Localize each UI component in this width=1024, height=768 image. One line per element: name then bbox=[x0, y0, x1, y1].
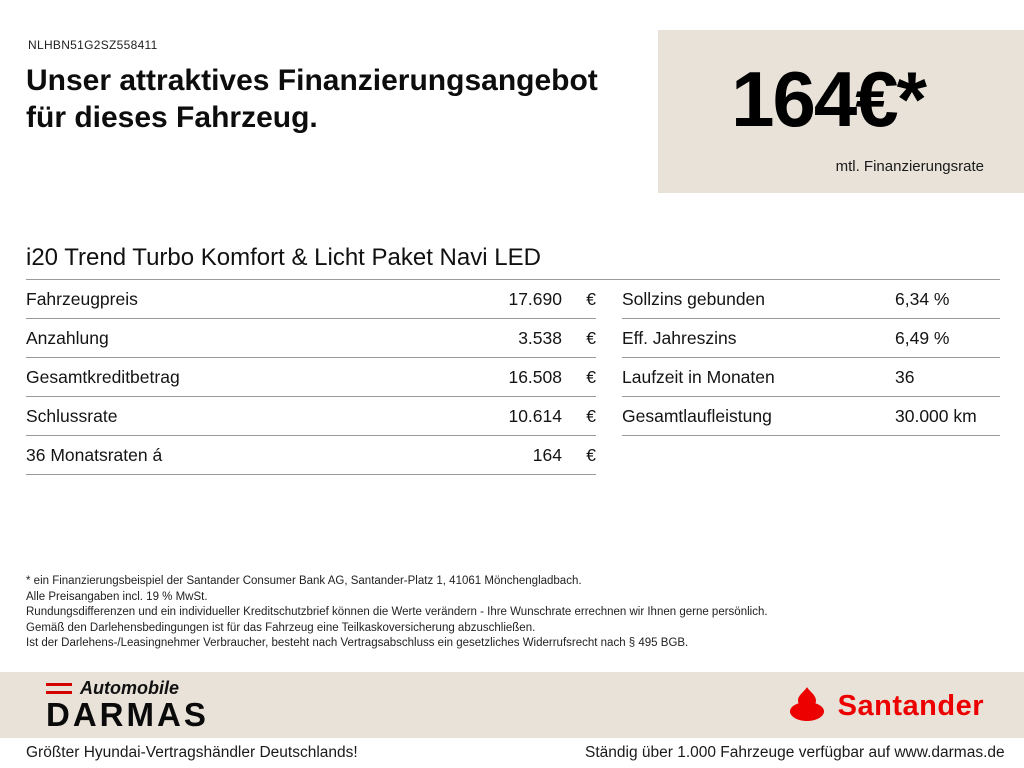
fine-print-line: Alle Preisangaben incl. 19 % MwSt. bbox=[26, 590, 208, 603]
fine-print-line: * ein Finanzierungsbeispiel der Santande… bbox=[26, 575, 582, 587]
santander-logo-wordmark: Santander bbox=[837, 690, 984, 722]
fine-print-line: Ist der Darlehens-/Leasingnehmer Verbrau… bbox=[26, 637, 689, 649]
page-title: Unser attraktives Finanzierungsangebot f… bbox=[26, 62, 598, 136]
table-row: Sollzins gebunden 6,34 % bbox=[622, 280, 1000, 319]
fine-print-line: Gemäß den Darlehensbedingungen ist für d… bbox=[26, 621, 536, 634]
row-value: 3.538 bbox=[518, 327, 562, 348]
row-label: Gesamtkreditbetrag bbox=[26, 366, 180, 387]
vin-number: NLHBN51G2SZ558411 bbox=[28, 38, 158, 52]
finance-table-left: Fahrzeugpreis 17.690 € Anzahlung 3.538 €… bbox=[26, 280, 596, 475]
row-value: 6,34 % bbox=[895, 288, 950, 309]
footer-band: Automobile DARMAS Santander bbox=[0, 672, 1024, 738]
santander-flame-icon bbox=[786, 687, 828, 726]
table-row: Gesamtlaufleistung 30.000 km bbox=[622, 397, 1000, 436]
row-unit: € bbox=[586, 405, 596, 426]
table-row: Schlussrate 10.614 € bbox=[26, 397, 596, 436]
monthly-rate-caption: mtl. Finanzierungsrate bbox=[835, 158, 984, 175]
row-value: 36 bbox=[895, 366, 915, 387]
row-value: 17.690 bbox=[508, 288, 562, 309]
row-value: 6,49 % bbox=[895, 327, 950, 348]
table-row: Anzahlung 3.538 € bbox=[26, 319, 596, 358]
row-label: 36 Monatsraten á bbox=[26, 444, 163, 465]
row-unit: € bbox=[586, 444, 596, 465]
row-value: 30.000 km bbox=[895, 405, 977, 426]
darmas-logo-wordmark: DARMAS bbox=[46, 696, 209, 733]
finance-table-right: Sollzins gebunden 6,34 % Eff. Jahreszins… bbox=[622, 280, 1000, 436]
row-label: Schlussrate bbox=[26, 405, 118, 426]
row-label: Sollzins gebunden bbox=[622, 288, 766, 309]
monthly-rate-value: 164€* bbox=[731, 55, 927, 143]
title-divider bbox=[26, 279, 1000, 280]
row-label: Eff. Jahreszins bbox=[622, 327, 737, 348]
headline-line1: Unser attraktives Finanzierungsangebot bbox=[26, 64, 598, 97]
table-row: Fahrzeugpreis 17.690 € bbox=[26, 280, 596, 319]
row-value: 16.508 bbox=[508, 366, 562, 387]
row-unit: € bbox=[586, 288, 596, 309]
fine-print-line: Rundungsdifferenzen und ein individuelle… bbox=[26, 606, 768, 618]
row-label: Laufzeit in Monaten bbox=[622, 366, 775, 387]
darmas-red-bars-icon bbox=[46, 682, 72, 694]
row-label: Fahrzeugpreis bbox=[26, 288, 138, 309]
headline-line2: für dieses Fahrzeug. bbox=[26, 101, 318, 134]
table-row: 36 Monatsraten á 164 € bbox=[26, 436, 596, 475]
santander-logo: Santander bbox=[786, 687, 984, 726]
row-value: 10.614 bbox=[508, 405, 562, 426]
dealer-claim-text: Größter Hyundai-Vertragshändler Deutschl… bbox=[26, 744, 358, 761]
table-row: Eff. Jahreszins 6,49 % bbox=[622, 319, 1000, 358]
row-unit: € bbox=[586, 366, 596, 387]
website-claim-text: Ständig über 1.000 Fahrzeuge verfügbar a… bbox=[585, 744, 1005, 761]
table-row: Gesamtkreditbetrag 16.508 € bbox=[26, 358, 596, 397]
row-unit: € bbox=[586, 327, 596, 348]
darmas-logo-automobile: Automobile bbox=[80, 677, 179, 698]
row-value: 164 bbox=[532, 444, 562, 465]
vehicle-title: i20 Trend Turbo Komfort & Licht Paket Na… bbox=[26, 244, 541, 271]
monthly-rate-box: 164€* mtl. Finanzierungsrate bbox=[658, 30, 1024, 193]
row-label: Gesamtlaufleistung bbox=[622, 405, 772, 426]
fine-print: * ein Finanzierungsbeispiel der Santande… bbox=[26, 574, 768, 652]
row-label: Anzahlung bbox=[26, 327, 109, 348]
table-row: Laufzeit in Monaten 36 bbox=[622, 358, 1000, 397]
darmas-logo: Automobile DARMAS bbox=[46, 678, 209, 732]
